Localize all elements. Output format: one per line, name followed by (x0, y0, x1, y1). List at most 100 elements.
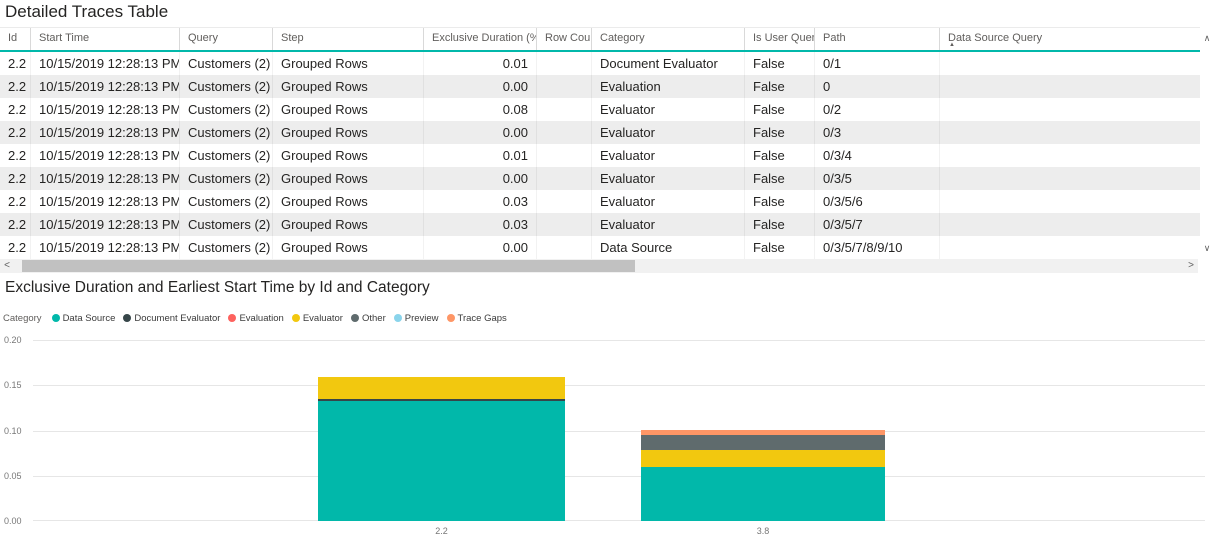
legend-item-other[interactable]: Other (350, 312, 386, 324)
table-cell: False (745, 167, 815, 190)
table-cell: 0.03 (424, 190, 537, 213)
legend-item-label: Evaluator (302, 312, 343, 324)
legend-item-evaluator[interactable]: Evaluator (291, 312, 343, 324)
table-row[interactable]: 2.2 10/15/2019 12:28:13 PM Customers (2) Gr… (0, 75, 1200, 98)
legend-item-data-source[interactable]: Data Source (51, 313, 115, 324)
table-row[interactable]: 2.2 10/15/2019 12:28:13 PM Customers (2) Gr… (0, 121, 1200, 144)
table-cell: 0/3 (815, 121, 940, 144)
table-cell: Document Evaluator (592, 52, 745, 75)
table-cell (537, 236, 592, 259)
table-cell: 2.2 (0, 144, 31, 167)
table-cell: Customers (2) (180, 213, 273, 236)
chart-legend: Category Data Source Document Evaluator Ev… (3, 311, 515, 325)
gridline (33, 340, 1205, 341)
bar-segment-other[interactable] (641, 435, 885, 451)
chart-title: Exclusive Duration and Earliest Start Ti… (5, 279, 430, 296)
table-cell: 10/15/2019 12:28:13 PM (31, 75, 180, 98)
column-header-start-time[interactable]: Start Time (31, 28, 180, 50)
table-title: Detailed Traces Table (5, 2, 169, 21)
table-cell: False (745, 190, 815, 213)
scroll-left-icon[interactable]: < (4, 260, 10, 271)
table-cell (940, 190, 1200, 213)
table-cell: 10/15/2019 12:28:13 PM (31, 167, 180, 190)
table-cell (537, 75, 592, 98)
legend-item-document-evaluator[interactable]: Document Evaluator (123, 313, 220, 324)
table-cell (537, 167, 592, 190)
table-row[interactable]: 2.2 10/15/2019 12:28:13 PM Customers (2) Gr… (0, 52, 1200, 75)
table-cell: Customers (2) (180, 190, 273, 213)
legend-title: Category (3, 312, 42, 324)
table-cell: Evaluator (592, 167, 745, 190)
column-header-row-count[interactable]: Row Count (537, 28, 592, 50)
table-cell (940, 121, 1200, 144)
column-header-exclusive-duration[interactable]: Exclusive Duration (%) (424, 28, 537, 50)
column-header-is-user-query[interactable]: Is User Query (745, 28, 815, 50)
table-row[interactable]: 2.2 10/15/2019 12:28:13 PM Customers (2) Gr… (0, 236, 1200, 259)
table-row[interactable]: 2.2 10/15/2019 12:28:13 PM Customers (2) Gr… (0, 213, 1200, 236)
column-header-query[interactable]: Query (180, 28, 273, 50)
table-cell: Evaluator (592, 190, 745, 213)
legend-item-preview[interactable]: Preview (393, 313, 439, 324)
bar-segment-trace-gaps[interactable] (641, 429, 885, 436)
table-cell: 2.2 (0, 190, 31, 213)
table-cell: 0.01 (424, 144, 537, 167)
table-cell (940, 75, 1200, 98)
stacked-bar-2.2[interactable] (318, 340, 565, 521)
legend-items: Data Source Document Evaluator Evaluation E… (51, 312, 515, 324)
gridline (33, 431, 1205, 432)
table-cell (940, 213, 1200, 236)
table-cell: False (745, 52, 815, 75)
table-row[interactable]: 2.2 10/15/2019 12:28:13 PM Customers (2) Gr… (0, 167, 1200, 190)
bar-segment-data-source[interactable] (641, 466, 885, 521)
column-header-category[interactable]: Category (592, 28, 745, 50)
table-cell: 0/2 (815, 98, 940, 121)
bar-segment-evaluator[interactable] (641, 450, 885, 467)
table-row[interactable]: 2.2 10/15/2019 12:28:13 PM Customers (2) Gr… (0, 190, 1200, 213)
table-cell: 0.00 (424, 167, 537, 190)
y-axis-tick-label: 0.05 (4, 470, 22, 481)
scroll-right-icon[interactable]: > (1188, 260, 1194, 271)
table-cell: 0.00 (424, 121, 537, 144)
column-header-step[interactable]: Step (273, 28, 424, 50)
legend-color-dot-icon (123, 314, 132, 322)
horizontal-scrollbar[interactable]: < > (0, 259, 1198, 273)
legend-item-trace-gaps[interactable]: Trace Gaps (446, 313, 507, 324)
table-cell: 10/15/2019 12:28:13 PM (31, 121, 180, 144)
table-row[interactable]: 2.2 10/15/2019 12:28:13 PM Customers (2) Gr… (0, 98, 1200, 121)
x-axis-category-label: 3.8 (756, 526, 770, 536)
table-cell: 2.2 (0, 167, 31, 190)
bar-segment-document-evaluator[interactable] (318, 398, 565, 401)
legend-color-dot-icon (291, 314, 300, 322)
table-body: 2.2 10/15/2019 12:28:13 PM Customers (2) Gr… (0, 52, 1200, 259)
scroll-up-icon[interactable]: ∧ (1203, 33, 1211, 43)
table-cell: Grouped Rows (273, 236, 424, 259)
column-header-id[interactable]: Id (0, 28, 31, 50)
legend-item-label: Other (361, 312, 386, 324)
column-header-data-source-query[interactable]: Data Source Query ▲ (948, 32, 1043, 48)
table-cell: Data Source (592, 236, 745, 259)
table-cell: 10/15/2019 12:28:13 PM (31, 52, 180, 75)
table-cell (537, 121, 592, 144)
table-cell: 2.2 (0, 52, 31, 75)
legend-color-dot-icon (228, 314, 237, 322)
bar-segment-evaluator[interactable] (318, 377, 565, 399)
table-cell: 0.03 (424, 213, 537, 236)
horizontal-scroll-thumb[interactable] (22, 260, 635, 272)
table-row[interactable]: 2.2 10/15/2019 12:28:13 PM Customers (2) Gr… (0, 144, 1200, 167)
table-cell: 2.2 (0, 98, 31, 121)
sort-ascending-icon: ▲ (949, 42, 955, 48)
bar-segment-data-source[interactable] (318, 400, 565, 521)
table-header: Id Start Time Query Step Exclusive Duration … (0, 27, 1200, 52)
table-cell: Customers (2) (180, 236, 273, 259)
table-cell: 0/1 (815, 52, 940, 75)
table-cell (940, 167, 1200, 190)
table-cell: 0/3/5/6 (815, 190, 940, 213)
stacked-bar-3.8[interactable] (641, 340, 885, 521)
legend-item-evaluation[interactable]: Evaluation (228, 313, 284, 324)
column-header-path[interactable]: Path (815, 28, 940, 50)
table-cell: 2.2 (0, 213, 31, 236)
vertical-scrollbar[interactable]: ∧ ∨ (1201, 27, 1213, 258)
table-cell: Customers (2) (180, 52, 273, 75)
scroll-down-icon[interactable]: ∨ (1203, 243, 1211, 253)
